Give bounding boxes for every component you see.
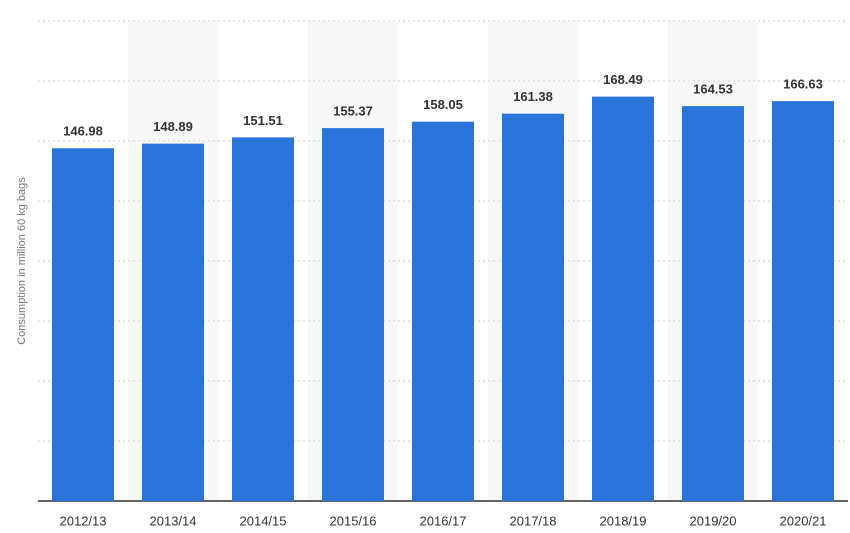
- bar: [592, 96, 654, 502]
- value-label: 148.89: [153, 119, 193, 134]
- x-tick-label: 2018/19: [600, 513, 647, 528]
- value-label: 155.37: [333, 104, 373, 119]
- bar: [772, 101, 834, 501]
- x-tick-label: 2019/20: [690, 513, 737, 528]
- x-tick-label: 2016/17: [420, 513, 467, 528]
- value-label: 166.63: [783, 77, 823, 92]
- x-tick-label: 2013/14: [150, 513, 197, 528]
- x-tick-label: 2015/16: [330, 513, 377, 528]
- bar: [502, 113, 564, 502]
- value-label: 164.53: [693, 82, 733, 97]
- bar: [322, 128, 384, 501]
- x-tick-label: 2014/15: [240, 513, 287, 528]
- value-label: 168.49: [603, 72, 643, 87]
- bar: [232, 137, 294, 501]
- bar: [412, 121, 474, 502]
- y-axis-label: Consumption in million 60 kg bags: [16, 177, 28, 345]
- bar: [682, 106, 744, 502]
- value-label: 151.51: [243, 113, 283, 128]
- bar: [142, 143, 204, 501]
- value-label: 161.38: [513, 89, 553, 104]
- value-label: 158.05: [423, 97, 463, 112]
- bar: [52, 148, 114, 502]
- x-tick-label: 2017/18: [510, 513, 557, 528]
- x-tick-label: 2020/21: [780, 513, 827, 528]
- x-tick-label: 2012/13: [60, 513, 107, 528]
- value-label: 146.98: [63, 124, 103, 139]
